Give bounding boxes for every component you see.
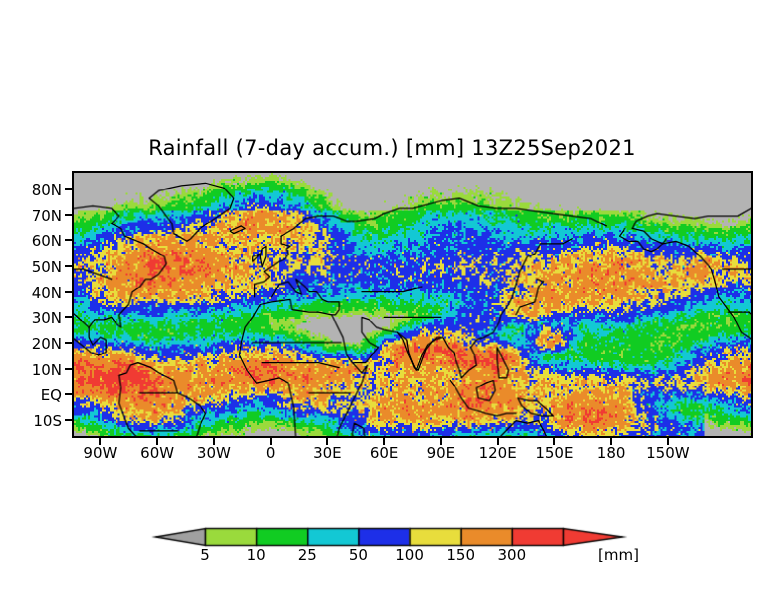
y-axis-tick — [65, 213, 72, 216]
chart-title: Rainfall (7-day accum.) [mm] 13Z25Sep202… — [148, 136, 636, 160]
rainfall-heatmap-canvas — [74, 173, 751, 436]
y-axis-tick — [65, 367, 72, 370]
y-axis-label: 40N — [31, 283, 62, 302]
colorbar-tick-label: 100 — [395, 546, 424, 564]
colorbar-unit-label: [mm] — [598, 546, 639, 564]
y-axis-label: 20N — [31, 335, 62, 353]
y-axis-tick — [65, 342, 72, 344]
x-axis-label: 150W — [646, 444, 690, 462]
y-axis-tick — [65, 290, 72, 293]
colorbar-tick-label: 150 — [446, 546, 476, 564]
y-axis-label: 10S — [33, 412, 62, 431]
y-axis-label: 50N — [31, 257, 62, 276]
y-axis-label: 70N — [31, 206, 62, 225]
y-axis-tick — [65, 264, 72, 267]
y-axis-label: EQ — [40, 386, 62, 405]
y-axis-tick — [65, 187, 72, 190]
y-axis-label: 60N — [31, 232, 62, 251]
rainfall-map-plot — [72, 171, 753, 438]
colorbar-tick-label: 5 — [200, 546, 210, 564]
y-axis-tick — [65, 316, 72, 319]
y-axis-label: 80N — [31, 180, 62, 199]
colorbar-tick-label: 50 — [348, 546, 368, 564]
colorbar-tick-label: 10 — [246, 546, 266, 564]
y-axis-tick — [65, 393, 72, 396]
colorbar-tick-label: 25 — [297, 546, 317, 564]
y-axis-tick — [65, 419, 72, 422]
y-axis-label: 10N — [31, 360, 62, 379]
y-axis-label: 30N — [31, 309, 62, 328]
y-axis-tick — [65, 239, 72, 242]
colorbar-tick-label: 300 — [497, 546, 527, 564]
